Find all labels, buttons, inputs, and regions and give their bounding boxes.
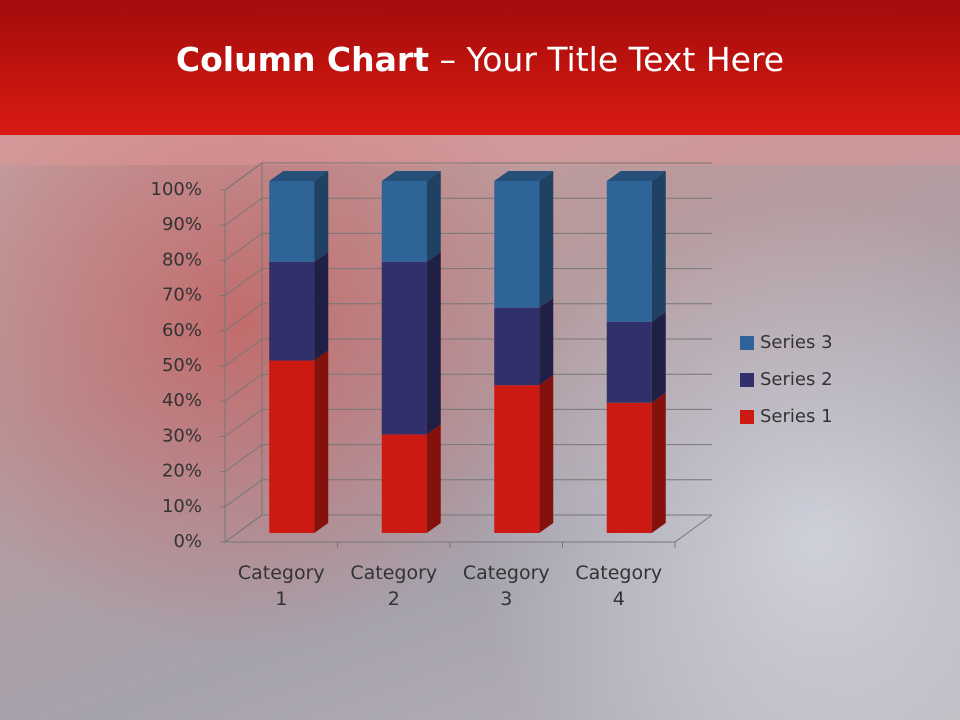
y-tick-label: 30% (162, 425, 202, 446)
bar-front (381, 261, 427, 435)
grid-line (224, 232, 712, 261)
bar-front (494, 181, 540, 308)
legend-label: Series 2 (760, 369, 833, 390)
bar-front (494, 307, 540, 386)
y-tick-label: 0% (173, 531, 202, 552)
grid-line (224, 479, 712, 508)
bar-side (539, 171, 554, 308)
y-tick-label: 50% (162, 355, 202, 376)
bar-side (651, 392, 666, 533)
y-tick-label: 10% (162, 496, 202, 517)
bar-side (539, 297, 554, 386)
bar-segment (269, 251, 329, 361)
legend-label: Series 1 (760, 406, 833, 427)
bar-segment (494, 171, 554, 308)
bar-front (269, 360, 315, 533)
bar-side (651, 171, 666, 322)
bar-side (314, 251, 329, 361)
grid-line (224, 162, 712, 191)
bar-front (606, 402, 652, 533)
bar-side (651, 311, 666, 403)
grid-line (224, 268, 712, 297)
bar-front (606, 321, 652, 403)
grid-line (224, 373, 712, 402)
bar-top (494, 171, 554, 181)
y-tick-label: 90% (162, 214, 202, 235)
bar-side (539, 375, 554, 533)
y-tick-label: 20% (162, 461, 202, 482)
x-tick-label: Category 2 (350, 562, 438, 610)
bar-segment (269, 350, 329, 533)
bar-segment (606, 311, 666, 403)
legend-swatch (740, 373, 754, 387)
header-shade (0, 135, 960, 165)
bar-segment (606, 392, 666, 533)
grid-line (224, 408, 712, 437)
bar-segment (381, 251, 441, 435)
title-text: – Your Title Text Here (439, 40, 785, 79)
bar-segment (606, 171, 666, 322)
bar-front (269, 181, 315, 262)
bar-top (381, 171, 441, 181)
legend-swatch (740, 336, 754, 350)
grid-line (224, 338, 712, 367)
bar-side (314, 171, 329, 262)
bar-front (269, 261, 315, 361)
y-tick-label: 80% (162, 249, 202, 270)
x-tick-label: Category 1 (237, 562, 325, 610)
bar-segment (381, 424, 441, 533)
bar-top (606, 171, 666, 181)
bar-side (426, 251, 441, 435)
grid-line (224, 444, 712, 473)
bar-segment (381, 171, 441, 262)
bar-front (494, 385, 540, 533)
grid-line (224, 197, 712, 226)
bar-front (606, 181, 652, 322)
y-tick-label: 60% (162, 320, 202, 341)
bar-front (381, 181, 427, 262)
bar-segment (494, 297, 554, 386)
x-tick-label: Category 4 (575, 562, 663, 610)
y-tick-label: 70% (162, 285, 202, 306)
bar-side (426, 171, 441, 262)
bar-segment (494, 375, 554, 533)
header-band (0, 0, 960, 135)
legend-swatch (740, 410, 754, 424)
bar-top (269, 171, 329, 181)
slide-title: Column Chart – Your Title Text Here (0, 40, 960, 79)
bar-side (314, 350, 329, 533)
y-tick-label: 40% (162, 390, 202, 411)
x-tick-label: Category 3 (462, 562, 550, 610)
bar-segment (269, 171, 329, 262)
grid-line (224, 303, 712, 332)
title-bold: Column Chart (175, 40, 429, 79)
bar-front (381, 434, 427, 533)
grid-line (224, 514, 712, 543)
bar-side (426, 424, 441, 533)
legend-label: Series 3 (760, 332, 833, 353)
y-tick-label: 100% (151, 179, 202, 200)
